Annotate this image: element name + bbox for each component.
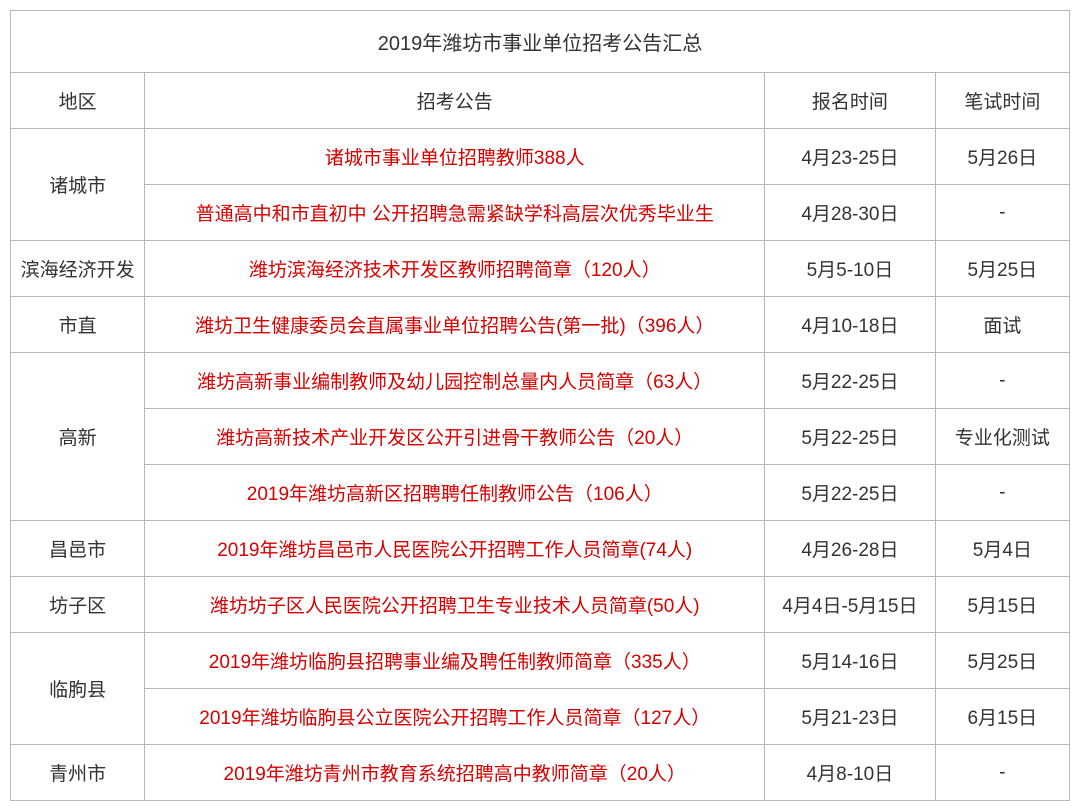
table-row: 潍坊高新技术产业开发区公开引进骨干教师公告（20人） 5月22-25日 专业化测… <box>11 409 1070 465</box>
table-row: 青州市 2019年潍坊青州市教育系统招聘高中教师简章（20人） 4月8-10日 … <box>11 745 1070 801</box>
table-header-row: 地区 招考公告 报名时间 笔试时间 <box>11 73 1070 129</box>
exam-date: 5月26日 <box>935 129 1069 185</box>
notice-link[interactable]: 2019年潍坊临朐县公立医院公开招聘工作人员简章（127人） <box>145 689 765 745</box>
signup-date: 5月21-23日 <box>765 689 935 745</box>
signup-date: 4月4日-5月15日 <box>765 577 935 633</box>
notice-link[interactable]: 潍坊滨海经济技术开发区教师招聘简章（120人） <box>145 241 765 297</box>
signup-date: 5月5-10日 <box>765 241 935 297</box>
exam-date: 5月15日 <box>935 577 1069 633</box>
exam-date: - <box>935 353 1069 409</box>
exam-date: 5月4日 <box>935 521 1069 577</box>
recruitment-table-container: 2019年潍坊市事业单位招考公告汇总 地区 招考公告 报名时间 笔试时间 诸城市… <box>10 10 1070 801</box>
notice-link[interactable]: 潍坊卫生健康委员会直属事业单位招聘公告(第一批)（396人） <box>145 297 765 353</box>
exam-date: 面试 <box>935 297 1069 353</box>
region-cell: 临朐县 <box>11 633 145 745</box>
header-exam: 笔试时间 <box>935 73 1069 129</box>
header-signup: 报名时间 <box>765 73 935 129</box>
table-row: 坊子区 潍坊坊子区人民医院公开招聘卫生专业技术人员简章(50人) 4月4日-5月… <box>11 577 1070 633</box>
signup-date: 4月8-10日 <box>765 745 935 801</box>
table-row: 滨海经济开发 潍坊滨海经济技术开发区教师招聘简章（120人） 5月5-10日 5… <box>11 241 1070 297</box>
notice-link[interactable]: 潍坊高新技术产业开发区公开引进骨干教师公告（20人） <box>145 409 765 465</box>
table-row: 2019年潍坊临朐县公立医院公开招聘工作人员简章（127人） 5月21-23日 … <box>11 689 1070 745</box>
table-row: 普通高中和市直初中 公开招聘急需紧缺学科高层次优秀毕业生 4月28-30日 - <box>11 185 1070 241</box>
notice-link[interactable]: 普通高中和市直初中 公开招聘急需紧缺学科高层次优秀毕业生 <box>145 185 765 241</box>
exam-date: - <box>935 745 1069 801</box>
table-title: 2019年潍坊市事业单位招考公告汇总 <box>11 11 1070 73</box>
region-cell: 坊子区 <box>11 577 145 633</box>
region-cell: 青州市 <box>11 745 145 801</box>
header-region: 地区 <box>11 73 145 129</box>
table-row: 市直 潍坊卫生健康委员会直属事业单位招聘公告(第一批)（396人） 4月10-1… <box>11 297 1070 353</box>
header-notice: 招考公告 <box>145 73 765 129</box>
table-title-row: 2019年潍坊市事业单位招考公告汇总 <box>11 11 1070 73</box>
signup-date: 5月22-25日 <box>765 409 935 465</box>
region-cell: 昌邑市 <box>11 521 145 577</box>
exam-date: 6月15日 <box>935 689 1069 745</box>
table-row: 诸城市 诸城市事业单位招聘教师388人 4月23-25日 5月26日 <box>11 129 1070 185</box>
region-cell: 滨海经济开发 <box>11 241 145 297</box>
exam-date: 5月25日 <box>935 241 1069 297</box>
region-cell: 市直 <box>11 297 145 353</box>
notice-link[interactable]: 诸城市事业单位招聘教师388人 <box>145 129 765 185</box>
region-cell: 高新 <box>11 353 145 521</box>
table-row: 临朐县 2019年潍坊临朐县招聘事业编及聘任制教师简章（335人） 5月14-1… <box>11 633 1070 689</box>
signup-date: 4月26-28日 <box>765 521 935 577</box>
signup-date: 4月23-25日 <box>765 129 935 185</box>
signup-date: 5月22-25日 <box>765 353 935 409</box>
signup-date: 5月22-25日 <box>765 465 935 521</box>
table-row: 昌邑市 2019年潍坊昌邑市人民医院公开招聘工作人员简章(74人) 4月26-2… <box>11 521 1070 577</box>
notice-link[interactable]: 潍坊坊子区人民医院公开招聘卫生专业技术人员简章(50人) <box>145 577 765 633</box>
notice-link[interactable]: 潍坊高新事业编制教师及幼儿园控制总量内人员简章（63人） <box>145 353 765 409</box>
notice-link[interactable]: 2019年潍坊临朐县招聘事业编及聘任制教师简章（335人） <box>145 633 765 689</box>
table-row: 2019年潍坊高新区招聘聘任制教师公告（106人） 5月22-25日 - <box>11 465 1070 521</box>
notice-link[interactable]: 2019年潍坊青州市教育系统招聘高中教师简章（20人） <box>145 745 765 801</box>
exam-date: - <box>935 465 1069 521</box>
signup-date: 5月14-16日 <box>765 633 935 689</box>
signup-date: 4月28-30日 <box>765 185 935 241</box>
exam-date: 专业化测试 <box>935 409 1069 465</box>
recruitment-table: 2019年潍坊市事业单位招考公告汇总 地区 招考公告 报名时间 笔试时间 诸城市… <box>10 10 1070 801</box>
exam-date: - <box>935 185 1069 241</box>
region-cell: 诸城市 <box>11 129 145 241</box>
table-row: 高新 潍坊高新事业编制教师及幼儿园控制总量内人员简章（63人） 5月22-25日… <box>11 353 1070 409</box>
notice-link[interactable]: 2019年潍坊高新区招聘聘任制教师公告（106人） <box>145 465 765 521</box>
exam-date: 5月25日 <box>935 633 1069 689</box>
signup-date: 4月10-18日 <box>765 297 935 353</box>
notice-link[interactable]: 2019年潍坊昌邑市人民医院公开招聘工作人员简章(74人) <box>145 521 765 577</box>
